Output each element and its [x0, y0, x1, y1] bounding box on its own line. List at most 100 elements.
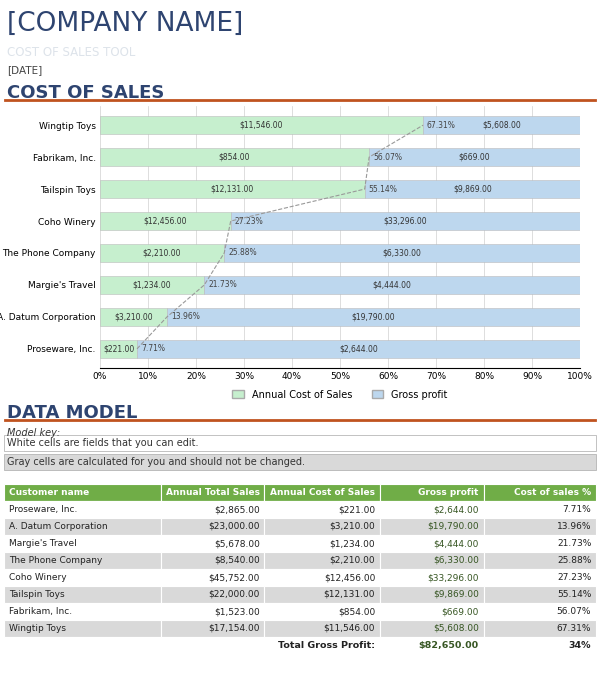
Text: $11,546.00: $11,546.00: [240, 121, 283, 130]
Text: 56.07%: 56.07%: [557, 607, 591, 616]
FancyBboxPatch shape: [380, 603, 484, 620]
FancyBboxPatch shape: [484, 620, 596, 637]
FancyBboxPatch shape: [265, 501, 380, 518]
Text: $2,210.00: $2,210.00: [329, 556, 375, 565]
Text: Margie's Travel: Margie's Travel: [9, 539, 76, 548]
Bar: [100, 180, 365, 198]
FancyBboxPatch shape: [484, 535, 596, 552]
Bar: [100, 276, 205, 294]
Text: $22,000.00: $22,000.00: [208, 590, 260, 599]
Text: $45,752.00: $45,752.00: [208, 573, 260, 582]
Bar: [100, 116, 423, 134]
FancyBboxPatch shape: [484, 501, 596, 518]
FancyBboxPatch shape: [161, 501, 265, 518]
FancyBboxPatch shape: [161, 518, 265, 535]
Text: $3,210.00: $3,210.00: [114, 312, 153, 322]
Text: 7.71%: 7.71%: [141, 344, 165, 353]
Text: A. Datum Corporation: A. Datum Corporation: [9, 522, 107, 531]
FancyBboxPatch shape: [380, 637, 484, 654]
FancyBboxPatch shape: [4, 603, 161, 620]
Text: 55.14%: 55.14%: [557, 590, 591, 599]
Text: Coho Winery: Coho Winery: [9, 573, 67, 582]
Text: COST OF SALES: COST OF SALES: [7, 84, 164, 102]
Text: Customer name: Customer name: [9, 488, 89, 497]
Text: $5,608.00: $5,608.00: [482, 121, 521, 130]
FancyBboxPatch shape: [380, 569, 484, 586]
Text: $1,234.00: $1,234.00: [329, 539, 375, 548]
Text: $19,790.00: $19,790.00: [427, 522, 479, 531]
Text: Total Gross Profit:: Total Gross Profit:: [278, 641, 375, 650]
Text: $23,000.00: $23,000.00: [208, 522, 260, 531]
Text: $2,644.00: $2,644.00: [433, 505, 479, 514]
Text: $4,444.00: $4,444.00: [433, 539, 479, 548]
FancyBboxPatch shape: [484, 603, 596, 620]
Text: $669.00: $669.00: [442, 607, 479, 616]
Text: DATA MODEL: DATA MODEL: [7, 404, 137, 422]
FancyBboxPatch shape: [484, 518, 596, 535]
Text: 21.73%: 21.73%: [557, 539, 591, 548]
Text: 67.31%: 67.31%: [427, 121, 456, 130]
FancyBboxPatch shape: [380, 484, 484, 501]
FancyBboxPatch shape: [265, 518, 380, 535]
FancyBboxPatch shape: [484, 569, 596, 586]
Text: $9,869.00: $9,869.00: [433, 590, 479, 599]
Text: White cells are fields that you can edit.: White cells are fields that you can edit…: [7, 438, 199, 448]
FancyBboxPatch shape: [380, 518, 484, 535]
FancyBboxPatch shape: [484, 484, 596, 501]
FancyBboxPatch shape: [4, 569, 161, 586]
Text: $6,330.00: $6,330.00: [433, 556, 479, 565]
Text: $221.00: $221.00: [338, 505, 375, 514]
FancyBboxPatch shape: [4, 435, 596, 451]
Text: $854.00: $854.00: [219, 152, 250, 162]
Text: [COMPANY NAME]: [COMPANY NAME]: [7, 11, 244, 37]
Text: Annual Cost of Sales: Annual Cost of Sales: [270, 488, 375, 497]
Text: Cost of sales %: Cost of sales %: [514, 488, 591, 497]
Bar: [224, 245, 580, 262]
Text: $12,131.00: $12,131.00: [323, 590, 375, 599]
Text: 27.23%: 27.23%: [557, 573, 591, 582]
FancyBboxPatch shape: [265, 637, 380, 654]
FancyBboxPatch shape: [265, 552, 380, 569]
Text: 56.07%: 56.07%: [373, 152, 402, 162]
Text: COST OF SALES TOOL: COST OF SALES TOOL: [7, 46, 136, 59]
Text: $8,540.00: $8,540.00: [214, 556, 260, 565]
Bar: [137, 340, 580, 358]
FancyBboxPatch shape: [265, 535, 380, 552]
Bar: [423, 116, 580, 134]
Text: $11,546.00: $11,546.00: [323, 624, 375, 633]
Bar: [369, 148, 580, 166]
Text: $9,869.00: $9,869.00: [453, 184, 492, 193]
FancyBboxPatch shape: [380, 535, 484, 552]
Text: $33,296.00: $33,296.00: [427, 573, 479, 582]
Text: 34%: 34%: [569, 641, 591, 650]
Text: $2,210.00: $2,210.00: [143, 249, 181, 257]
Text: [DATE]: [DATE]: [7, 65, 43, 75]
FancyBboxPatch shape: [265, 586, 380, 603]
Text: $82,650.00: $82,650.00: [419, 641, 479, 650]
Text: $1,234.00: $1,234.00: [133, 281, 172, 290]
FancyBboxPatch shape: [484, 637, 596, 654]
FancyBboxPatch shape: [4, 586, 161, 603]
FancyBboxPatch shape: [161, 620, 265, 637]
Text: $1,523.00: $1,523.00: [214, 607, 260, 616]
Text: $12,131.00: $12,131.00: [211, 184, 254, 193]
FancyBboxPatch shape: [265, 484, 380, 501]
FancyBboxPatch shape: [265, 569, 380, 586]
Text: $12,456.00: $12,456.00: [324, 573, 375, 582]
Text: Gray cells are calculated for you and should not be changed.: Gray cells are calculated for you and sh…: [7, 457, 305, 467]
FancyBboxPatch shape: [380, 586, 484, 603]
Text: Wingtip Toys: Wingtip Toys: [9, 624, 66, 633]
Text: Tailspin Toys: Tailspin Toys: [9, 590, 64, 599]
FancyBboxPatch shape: [161, 552, 265, 569]
Text: $2,644.00: $2,644.00: [339, 344, 378, 353]
Text: $33,296.00: $33,296.00: [383, 217, 427, 225]
Bar: [100, 148, 369, 166]
Bar: [100, 212, 231, 229]
Bar: [100, 340, 137, 358]
Text: 55.14%: 55.14%: [368, 184, 397, 193]
Bar: [100, 245, 224, 262]
FancyBboxPatch shape: [161, 637, 265, 654]
FancyBboxPatch shape: [265, 620, 380, 637]
FancyBboxPatch shape: [380, 552, 484, 569]
Text: $4,444.00: $4,444.00: [373, 281, 412, 290]
